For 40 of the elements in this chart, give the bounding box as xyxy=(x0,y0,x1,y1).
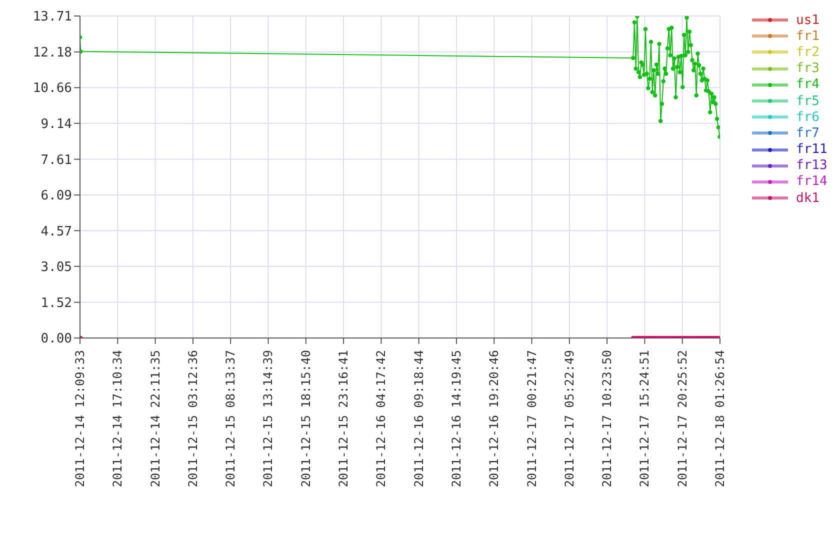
legend-label: fr7 xyxy=(796,126,820,141)
legend-label: fr14 xyxy=(796,174,828,190)
legend-label: dk1 xyxy=(796,190,820,206)
legend-label: fr11 xyxy=(796,142,828,158)
y-tick-label: 1.52 xyxy=(40,296,72,311)
legend-label: fr3 xyxy=(796,61,820,76)
x-tick-label: 2011-12-15 18:15:40 xyxy=(298,350,313,488)
y-tick-label: 0.00 xyxy=(40,332,72,347)
legend-label: fr4 xyxy=(796,77,820,92)
legend-label: fr5 xyxy=(796,94,820,109)
x-tick-label: 2011-12-14 22:11:35 xyxy=(148,350,162,488)
legend-label: us1 xyxy=(796,12,820,28)
x-tick-label: 2011-12-16 09:18:44 xyxy=(412,350,426,488)
y-tick-label: 13.71 xyxy=(32,10,72,25)
x-tick-label: 2011-12-14 17:10:34 xyxy=(110,350,125,488)
legend-label: fr6 xyxy=(796,110,820,125)
y-tick-label: 6.09 xyxy=(40,188,72,204)
y-tick-label: 7.61 xyxy=(40,152,72,168)
x-tick-label: 2011-12-16 14:19:45 xyxy=(449,350,464,488)
x-tick-label: 2011-12-17 20:25:52 xyxy=(675,350,690,488)
x-tick-label: 2011-12-15 23:16:41 xyxy=(336,350,351,488)
legend-label: fr2 xyxy=(796,44,820,60)
x-tick-label: 2011-12-14 12:09:33 xyxy=(73,350,87,488)
x-tick-label: 2011-12-17 15:24:51 xyxy=(638,350,652,488)
y-tick-label: 10.66 xyxy=(32,81,72,96)
x-tick-label: 2011-12-15 08:13:37 xyxy=(224,350,238,488)
x-tick-label: 2011-12-15 13:14:39 xyxy=(261,350,276,488)
y-tick-label: 12.18 xyxy=(32,46,72,61)
legend-label: fr1 xyxy=(796,28,820,44)
y-tick-label: 4.57 xyxy=(40,224,72,240)
x-tick-label: 2011-12-18 01:26:54 xyxy=(713,350,727,488)
y-tick-label: 9.14 xyxy=(40,116,72,132)
x-tick-label: 2011-12-16 04:17:42 xyxy=(374,350,388,488)
x-tick-label: 2011-12-17 10:23:50 xyxy=(600,350,614,488)
y-tick-label: 3.05 xyxy=(40,260,72,275)
x-tick-label: 2011-12-17 05:22:49 xyxy=(562,350,576,488)
x-tick-label: 2011-12-15 03:12:36 xyxy=(186,350,200,488)
x-tick-label: 2011-12-16 19:20:46 xyxy=(487,350,502,488)
legend-label: fr13 xyxy=(796,158,828,174)
x-tick-label: 2011-12-17 00:21:47 xyxy=(524,350,539,488)
